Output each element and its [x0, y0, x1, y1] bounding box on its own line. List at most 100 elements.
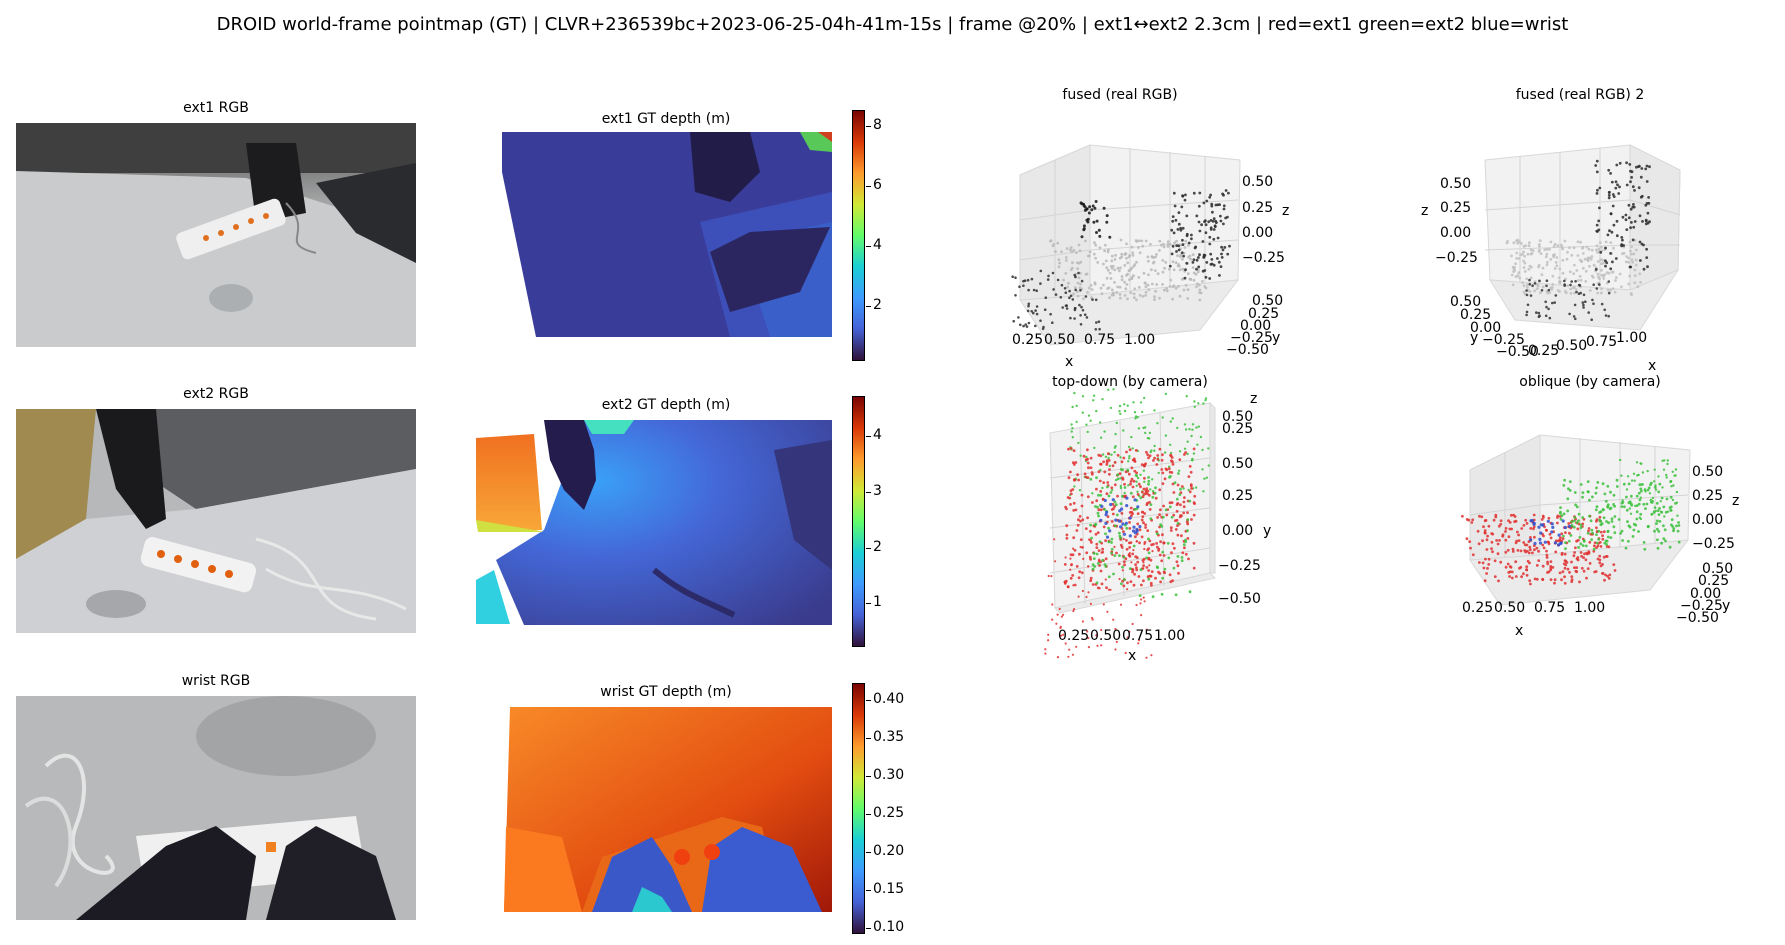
point-gray — [1113, 281, 1116, 284]
point-ext2 — [1666, 462, 1669, 466]
point-ext1 — [1044, 648, 1047, 651]
point-dark — [1192, 191, 1196, 195]
point-ext2 — [1653, 480, 1656, 483]
point-ext2 — [1139, 401, 1143, 404]
point-ext2 — [1101, 486, 1104, 490]
point-dark — [1616, 183, 1619, 187]
point-dark — [1212, 228, 1216, 231]
y-tick-label: −0.50 — [1496, 344, 1539, 360]
point-gray — [1596, 291, 1600, 295]
point-ext2 — [1081, 411, 1084, 414]
point-dark — [1646, 265, 1649, 269]
point-ext2 — [1639, 496, 1642, 499]
point-gray — [1069, 268, 1073, 272]
point-ext1 — [1606, 574, 1610, 578]
point-ext1 — [1563, 575, 1566, 579]
point-ext2 — [1149, 517, 1153, 520]
point-dark — [1094, 328, 1098, 331]
point-gray — [1158, 249, 1161, 252]
point-ext2 — [1191, 457, 1194, 461]
point-dark — [1074, 275, 1077, 279]
point-ext2 — [1114, 524, 1117, 528]
point-dark — [1639, 175, 1643, 179]
point-ext1 — [1189, 483, 1193, 486]
point-gray — [1528, 241, 1531, 245]
wrist-colorbar-tick: 0.15 — [865, 881, 905, 897]
point-wrist — [1119, 525, 1123, 529]
point-wrist — [1125, 496, 1129, 500]
point-ext1 — [1461, 514, 1464, 518]
point-ext1 — [1525, 522, 1529, 525]
point-ext2 — [1597, 538, 1600, 541]
point-wrist — [1529, 519, 1533, 523]
point-dark — [1171, 219, 1175, 223]
point-ext1 — [1515, 539, 1519, 543]
point-ext1 — [1523, 549, 1527, 552]
point-gray — [1075, 251, 1078, 254]
point-gray — [1589, 257, 1593, 261]
point-ext1 — [1561, 537, 1565, 541]
point-ext2 — [1620, 505, 1624, 508]
point-dark — [1216, 236, 1220, 240]
point-gray — [1125, 242, 1128, 246]
point-ext1 — [1141, 495, 1145, 499]
point-ext2 — [1570, 520, 1574, 524]
z-tick-label: −0.25 — [1242, 250, 1285, 266]
ext1-rgb-title: ext1 RGB — [183, 100, 249, 116]
point-ext2 — [1095, 409, 1098, 413]
point-ext2 — [1131, 447, 1134, 450]
point-ext1 — [1157, 547, 1161, 551]
point-ext1 — [1189, 470, 1193, 474]
point-ext1 — [1602, 530, 1606, 534]
point-dark — [1181, 243, 1185, 246]
point-ext2 — [1654, 488, 1658, 491]
point-gray — [1179, 255, 1182, 258]
point-ext1 — [1089, 529, 1092, 533]
point-ext1 — [1106, 481, 1110, 484]
point-gray — [1634, 258, 1638, 262]
point-ext1 — [1188, 465, 1192, 468]
point-gray — [1174, 261, 1178, 265]
point-ext1 — [1106, 515, 1110, 518]
point-ext1 — [1495, 539, 1498, 542]
point-ext1 — [1087, 591, 1090, 594]
point-ext2 — [1562, 484, 1566, 487]
point-ext1 — [1541, 514, 1545, 518]
point-ext2 — [1677, 540, 1681, 544]
point-gray — [1543, 248, 1547, 252]
point-ext1 — [1192, 541, 1196, 545]
point-ext2 — [1180, 559, 1184, 563]
point-ext1 — [1121, 569, 1124, 572]
point-gray — [1119, 266, 1122, 270]
point-ext1 — [1516, 549, 1520, 552]
point-ext2 — [1112, 572, 1115, 576]
point-ext1 — [1134, 563, 1137, 566]
point-ext1 — [1525, 543, 1529, 547]
point-gray — [1628, 240, 1632, 244]
point-gray — [1633, 274, 1637, 277]
point-ext1 — [1122, 584, 1126, 588]
point-ext2 — [1103, 507, 1106, 511]
point-ext1 — [1524, 518, 1528, 522]
point-gray — [1154, 289, 1157, 293]
point-ext2 — [1645, 502, 1649, 506]
point-ext1 — [1156, 454, 1160, 457]
point-dark — [1640, 242, 1644, 246]
point-ext2 — [1148, 431, 1152, 435]
point-ext2 — [1095, 581, 1099, 585]
point-ext2 — [1123, 491, 1126, 495]
point-ext1 — [1130, 477, 1134, 481]
point-ext1 — [1073, 478, 1076, 482]
y-axis-label: y — [1470, 330, 1478, 346]
point-ext2 — [1562, 512, 1566, 516]
x-tick-label: 0.75 — [1586, 334, 1617, 350]
point-dark — [1095, 219, 1099, 223]
z-tick-label: 0.50 — [1440, 176, 1471, 192]
point-ext1 — [1601, 572, 1605, 575]
point-ext1 — [1145, 628, 1148, 631]
point-ext1 — [1531, 551, 1534, 555]
point-dark — [1041, 327, 1045, 331]
topdown-title: top-down (by camera) — [1052, 374, 1208, 390]
point-ext1 — [1159, 580, 1162, 584]
